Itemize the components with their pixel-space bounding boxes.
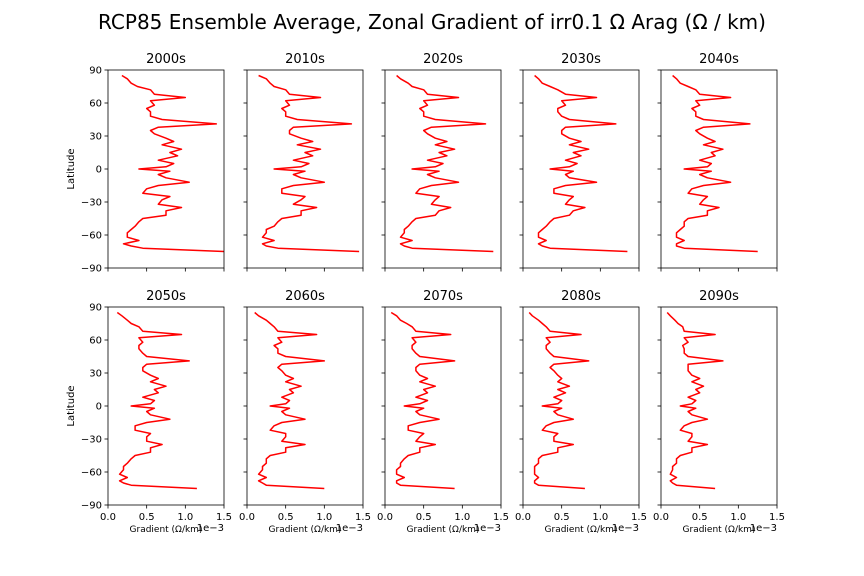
x-tick-label: 0.0 — [377, 512, 393, 523]
x-axis-label: Gradient (Ω/km) — [683, 525, 756, 535]
panel-title: 2060s — [285, 289, 325, 304]
series-line — [534, 74, 628, 253]
x-scale-offset: 1e−3 — [612, 523, 639, 534]
y-tick-label: 60 — [89, 99, 102, 110]
y-tick-label: −30 — [81, 435, 102, 446]
x-tick-label: 0.0 — [239, 512, 255, 523]
series-line — [672, 74, 758, 253]
x-tick-label: 0.5 — [278, 512, 294, 523]
x-axis-label: Gradient (Ω/km) — [407, 525, 480, 535]
panel-2000s: 2000s 90 60 30 0 −30 −60 −90 Latitude — [66, 52, 225, 275]
x-tick-label: 0.0 — [515, 512, 531, 523]
axes-frame — [246, 306, 364, 506]
x-tick-label: 1.5 — [769, 512, 785, 523]
x-tick-label: 0.5 — [416, 512, 432, 523]
x-tick-label: 0.0 — [100, 512, 116, 523]
y-tick-label: 90 — [89, 303, 102, 314]
series-line — [121, 74, 225, 253]
series-line — [396, 74, 494, 253]
y-tick-label: −60 — [81, 231, 102, 242]
axes-frame — [660, 306, 778, 506]
x-tick-label: 0.5 — [139, 512, 155, 523]
x-tick-label: 1.0 — [316, 512, 332, 523]
panel-2050s: 2050s 90 60 30 0 −30 −60 −900.0 0.5 1.0 1.5 Gradien… — [66, 289, 232, 535]
panel-title: 2070s — [423, 289, 463, 304]
series-line — [116, 311, 197, 490]
panel-2060s: 2060s 0.0 0.5 1.0 1.5 Gradient (Ω/km)1e−3 — [239, 289, 371, 535]
x-scale-offset: 1e−3 — [474, 523, 501, 534]
y-tick-label: 60 — [89, 336, 102, 347]
x-tick-label: 0.5 — [554, 512, 570, 523]
x-tick-label: 1.5 — [631, 512, 647, 523]
axes-frame — [384, 306, 502, 506]
y-axis-label: Latitude — [66, 148, 77, 189]
x-axis-label: Gradient (Ω/km) — [545, 525, 618, 535]
panel-2020s: 2020s — [381, 52, 502, 272]
panel-title: 2020s — [423, 52, 463, 67]
x-scale-offset: 1e−3 — [197, 523, 224, 534]
series-line — [258, 74, 360, 253]
x-scale-offset: 1e−3 — [336, 523, 363, 534]
y-tick-label: −60 — [81, 468, 102, 479]
panel-grid: 2000s 90 60 30 0 −30 −60 −90 Latitude 2010s 2020s 2… — [66, 52, 785, 535]
panel-title: 2080s — [561, 289, 601, 304]
panel-2040s: 2040s — [657, 52, 778, 272]
y-tick-label: −30 — [81, 198, 102, 209]
y-tick-label: 0 — [96, 165, 102, 176]
panel-title: 2030s — [561, 52, 601, 67]
panel-title: 2050s — [146, 289, 186, 304]
panel-2030s: 2030s — [519, 52, 640, 272]
panel-title: 2040s — [699, 52, 739, 67]
x-tick-label: 1.5 — [216, 512, 232, 523]
y-tick-label: 30 — [89, 369, 102, 380]
y-tick-label: −90 — [81, 501, 102, 512]
y-tick-label: 90 — [89, 66, 102, 77]
panel-title: 2010s — [285, 52, 325, 67]
y-tick-label: −90 — [81, 264, 102, 275]
x-tick-label: 0.0 — [653, 512, 669, 523]
y-tick-label: 30 — [89, 132, 102, 143]
figure-title: RCP85 Ensemble Average, Zonal Gradient o… — [98, 10, 766, 34]
x-tick-label: 1.0 — [730, 512, 746, 523]
x-tick-label: 1.0 — [454, 512, 470, 523]
series-line — [390, 311, 456, 490]
panel-2010s: 2010s — [243, 52, 364, 272]
panel-2090s: 2090s 0.0 0.5 1.0 1.5 Gradient (Ω/km)1e−3 — [653, 289, 785, 535]
series-line — [666, 311, 724, 490]
panel-title: 2000s — [146, 52, 186, 67]
panel-title: 2090s — [699, 289, 739, 304]
x-scale-offset: 1e−3 — [750, 523, 777, 534]
y-axis-label: Latitude — [66, 385, 77, 426]
x-tick-label: 1.0 — [177, 512, 193, 523]
axes-frame — [522, 306, 640, 506]
x-axis-label: Gradient (Ω/km) — [269, 525, 342, 535]
x-tick-label: 1.5 — [355, 512, 371, 523]
panel-2080s: 2080s 0.0 0.5 1.0 1.5 Gradient (Ω/km)1e−3 — [515, 289, 647, 535]
panel-2070s: 2070s 0.0 0.5 1.0 1.5 Gradient (Ω/km)1e−3 — [377, 289, 509, 535]
series-line — [254, 311, 326, 490]
series-line — [528, 311, 590, 490]
x-tick-label: 0.5 — [692, 512, 708, 523]
axes-frame — [107, 306, 225, 506]
y-tick-label: 0 — [96, 402, 102, 413]
x-tick-label: 1.0 — [592, 512, 608, 523]
x-axis-label: Gradient (Ω/km) — [130, 525, 203, 535]
x-tick-label: 1.5 — [493, 512, 509, 523]
